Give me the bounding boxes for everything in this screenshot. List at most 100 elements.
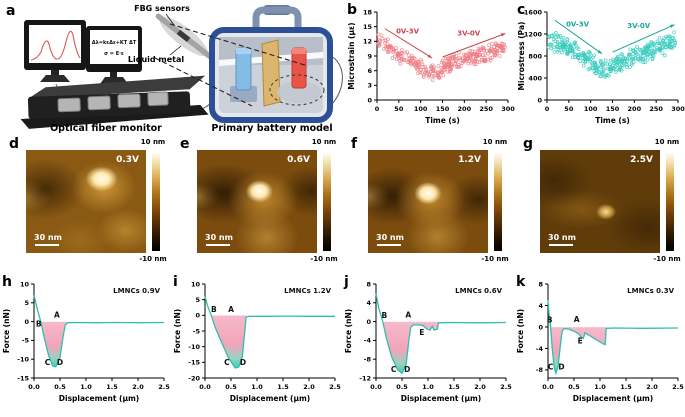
optical-fiber-monitor-label: Optical fiber monitor bbox=[50, 123, 162, 134]
point-label-C: C bbox=[45, 358, 51, 367]
y-tick-label: 8 bbox=[538, 280, 543, 288]
axes bbox=[547, 284, 678, 379]
annotation-label: 3V-0V bbox=[457, 29, 481, 37]
y-axis-title: Force (nN) bbox=[344, 309, 353, 353]
colorbar-min-label: -10 nm bbox=[653, 255, 681, 263]
y-tick-label: 9 bbox=[367, 52, 372, 60]
handle-icon bbox=[252, 6, 302, 32]
x-tick-label: 50 bbox=[394, 105, 404, 113]
device-button-icon bbox=[117, 93, 141, 109]
force-curve bbox=[204, 296, 335, 369]
y-tick-label: -8 bbox=[536, 366, 544, 374]
x-tick-label: 0.5 bbox=[396, 383, 408, 391]
scatter-points bbox=[376, 32, 507, 82]
x-tick-label: 1.0 bbox=[251, 383, 263, 391]
y-axis-title: Force (nN) bbox=[516, 309, 525, 353]
colorbar bbox=[666, 152, 674, 251]
x-tick-label: 0 bbox=[375, 105, 380, 113]
liquid-metal-core-icon bbox=[176, 29, 191, 43]
trend-arrow-icon bbox=[384, 28, 433, 59]
colorbar-max-label: 10 nm bbox=[654, 138, 680, 146]
x-tick-label: 250 bbox=[479, 105, 493, 113]
y-tick-label: 5 bbox=[24, 299, 29, 307]
point-label-C: C bbox=[548, 362, 554, 371]
y-axis-title: Microstrain (με) bbox=[347, 22, 356, 89]
panel-letter-i: i bbox=[173, 274, 178, 290]
panel-letter-k: k bbox=[516, 274, 526, 290]
y-tick-label: 400 bbox=[528, 74, 542, 82]
y-tick-label: 4 bbox=[538, 302, 543, 310]
x-tick-label: 2.0 bbox=[303, 383, 315, 391]
dashed-optical-path-icon bbox=[154, 23, 309, 107]
trend-arrow-icon bbox=[612, 24, 675, 53]
sample-voltage-label: LMNCs 1.2V bbox=[284, 287, 331, 295]
y-tick-label: 1600 bbox=[524, 8, 543, 16]
x-tick-label: 1.5 bbox=[277, 383, 289, 391]
chart-force-0p9v: h 0.0 0.5 1.0 1.5 2.0 2.5 10 5 0 -5 -10 -15 Displacem… bbox=[2, 274, 170, 403]
x-tick-label: 0.0 bbox=[370, 383, 382, 391]
y-tick-label: -4 bbox=[364, 337, 372, 345]
panel-letter-g: g bbox=[523, 136, 534, 152]
arrowhead-icon bbox=[500, 33, 506, 37]
panel-letter-c: c bbox=[517, 2, 525, 18]
x-axis-title: Displacement (μm) bbox=[573, 394, 653, 403]
x-tick-label: 1.5 bbox=[448, 383, 460, 391]
x-tick-label: 0.0 bbox=[542, 383, 554, 391]
x-axis-title: Time (s) bbox=[425, 116, 460, 125]
primary-battery-model bbox=[209, 5, 333, 123]
formula-line1: Δλ=kεΔε+KT ΔT bbox=[92, 40, 137, 46]
y-tick-label: 15 bbox=[363, 23, 373, 31]
point-label-B: B bbox=[381, 311, 387, 320]
y-tick-label: 0 bbox=[367, 96, 372, 104]
y-tick-label: 8 bbox=[366, 280, 371, 288]
point-label-D: D bbox=[240, 358, 246, 367]
y-tick-label: -20 bbox=[188, 374, 200, 382]
x-tick-label: 200 bbox=[628, 105, 642, 113]
panel-a-schematic: a Δλ=kεΔε+KT ΔT σ = E·ε bbox=[0, 0, 345, 135]
force-fill-area bbox=[40, 321, 68, 367]
annotation-label: 0V-3V bbox=[566, 20, 590, 28]
y-tick-label: 0 bbox=[537, 96, 542, 104]
scalebar-icon bbox=[206, 244, 230, 246]
point-label-B: B bbox=[211, 305, 217, 314]
device-button-icon bbox=[57, 97, 81, 113]
colorbar-min-label: -10 nm bbox=[310, 255, 338, 263]
force-fill-area bbox=[211, 315, 247, 368]
afm-image: 2.5V 30 nm bbox=[540, 150, 660, 253]
y-tick-label: -15 bbox=[17, 374, 29, 382]
point-label-B: B bbox=[36, 319, 42, 328]
y-tick-label: -15 bbox=[188, 359, 200, 367]
panel-letter-j: j bbox=[343, 274, 349, 290]
formula-line2: σ = E·ε bbox=[104, 51, 124, 57]
point-label-D: D bbox=[404, 365, 410, 374]
point-label-A: A bbox=[405, 310, 411, 319]
y-tick-label: 10 bbox=[20, 280, 30, 288]
point-label-A: A bbox=[228, 305, 234, 314]
anode-electrode-icon bbox=[235, 47, 252, 91]
fbg-sensor-fiber bbox=[155, 13, 217, 63]
chart-force-0p3v: k 0.0 0.5 1.0 1.5 2.0 2.5 8 4 0 -4 -8 Displacement (… bbox=[516, 274, 684, 403]
colorbar bbox=[323, 152, 331, 251]
x-tick-label: 0.5 bbox=[225, 383, 237, 391]
arrowhead-icon bbox=[427, 54, 433, 58]
arrowhead-icon bbox=[670, 24, 675, 28]
device-button-icon bbox=[87, 95, 111, 111]
point-label-B: B bbox=[547, 316, 553, 325]
panel-letter-b: b bbox=[347, 2, 357, 18]
point-label-C: C bbox=[224, 358, 230, 367]
x-tick-label: 2.5 bbox=[329, 383, 341, 391]
y-tick-label: 6 bbox=[367, 67, 372, 75]
x-tick-label: 300 bbox=[501, 105, 515, 113]
colorbar-min-label: -10 nm bbox=[481, 255, 509, 263]
voltage-label: 0.6V bbox=[287, 155, 310, 165]
chart-microstress: c 0 50 100 150 200 250 300 0 400 800 1200 1600 Time (… bbox=[517, 2, 685, 125]
scalebar-icon bbox=[549, 244, 573, 246]
point-label-D: D bbox=[558, 362, 564, 371]
point-label-C: C bbox=[391, 365, 397, 374]
panel-letter-f: f bbox=[351, 136, 358, 152]
x-tick-label: 1.0 bbox=[594, 383, 606, 391]
y-tick-label: -12 bbox=[359, 374, 371, 382]
trend-arrow-icon bbox=[442, 33, 506, 58]
y-tick-label: 10 bbox=[191, 280, 201, 288]
x-tick-label: 2.5 bbox=[500, 383, 512, 391]
